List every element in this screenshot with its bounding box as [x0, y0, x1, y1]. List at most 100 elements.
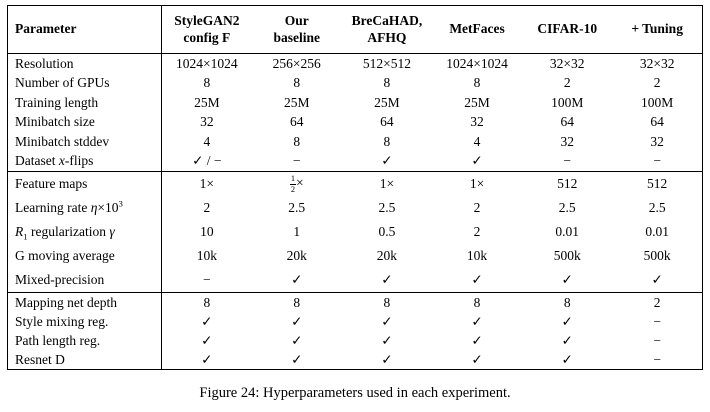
cell-value: ✓	[471, 351, 483, 367]
column-header: + Tuning	[612, 5, 703, 54]
cell-value: 2	[653, 75, 661, 91]
table-row: Feature maps 1× 1 2 × 1× 1× 512 512	[7, 171, 703, 196]
table-row: Resnet D ✓ ✓ ✓ ✓ ✓ −	[7, 350, 703, 370]
cell-value: ✓	[381, 313, 393, 329]
cell-value: ✓	[291, 313, 303, 329]
cell-value: 2	[473, 224, 481, 239]
cell-value: ✓	[381, 272, 393, 287]
cell-value: 10	[200, 224, 214, 239]
row-label: Minibatch stddev	[7, 132, 162, 152]
cell-value: 10k	[196, 248, 217, 263]
cell-value: ✓	[471, 332, 483, 348]
table-row: Learning rate η×103 2 2.5 2.5 2 2.5 2.5	[7, 196, 703, 220]
row-label: Resnet D	[7, 350, 162, 370]
cell-value: −	[653, 351, 661, 367]
cell-value: 256×256	[272, 55, 321, 71]
hyperparameters-table: Parameter StyleGAN2 config F Our baseline B…	[7, 5, 703, 370]
cell-value: ✓	[381, 153, 393, 169]
row-label: Training length	[7, 93, 162, 113]
row-label: R1 regularization γ	[7, 220, 162, 244]
cell-value: ✓	[201, 313, 213, 329]
table-row: Training length 25M 25M 25M 25M 100M 100M	[7, 93, 703, 113]
cell-value: 1024×1024	[176, 55, 238, 71]
cell-value: 64	[560, 114, 574, 130]
cell-value: 8	[383, 294, 391, 310]
row-label: Mapping net depth	[7, 292, 162, 312]
cell-value: 512×512	[362, 55, 411, 71]
row-label: Mixed-precision	[7, 268, 162, 293]
cell-value: ✓	[381, 351, 393, 367]
cell-value: ✓	[471, 272, 483, 287]
cell-value: 4	[203, 133, 211, 149]
cell-value: 500k	[553, 248, 581, 263]
row-label: Feature maps	[7, 171, 162, 196]
cell-value: −	[292, 153, 301, 169]
cell-value: 25M	[194, 94, 220, 110]
cell-value: 2.5	[378, 200, 396, 215]
cell-value: 20k	[286, 248, 307, 263]
table-header-row: Parameter StyleGAN2 config F Our baseline B…	[7, 5, 703, 54]
row-label: Resolution	[7, 53, 162, 74]
cell-value: −	[203, 272, 211, 287]
cell-value: 0.01	[555, 224, 580, 239]
row-label: Minibatch size	[7, 112, 162, 132]
cell-value: 64	[380, 114, 394, 130]
cell-value: ✓	[561, 313, 573, 329]
column-header: MetFaces	[431, 5, 523, 54]
cell-value: 1	[293, 224, 301, 239]
cell-value: 32×32	[639, 55, 675, 71]
table-row: Minibatch stddev 4 8 8 4 32 32	[7, 132, 703, 152]
row-label: Learning rate η×103	[7, 196, 162, 220]
cell-value: ✓	[381, 332, 393, 348]
cell-value: −	[653, 332, 661, 348]
cell-value: 100M	[641, 94, 674, 110]
cell-value: 8	[473, 294, 481, 310]
row-label: Dataset x-flips	[7, 151, 162, 172]
cell-value: 0.5	[378, 224, 396, 239]
cell-value: 25M	[374, 94, 400, 110]
cell-value: 64	[650, 114, 664, 130]
cell-value: 1×	[469, 176, 485, 191]
table-row: Resolution 1024×1024 256×256 512×512 1024×10…	[7, 53, 703, 74]
cell-value: 1×	[199, 176, 215, 191]
row-label: G moving average	[7, 244, 162, 268]
cell-value: 32	[650, 133, 664, 149]
cell-value: ✓	[201, 332, 213, 348]
cell-value: 8	[293, 133, 301, 149]
cell-value: 8	[563, 294, 571, 310]
cell-value: ✓	[651, 272, 663, 287]
cell-value: 8	[383, 75, 391, 91]
cell-value: ✓	[291, 351, 303, 367]
cell-value: 64	[289, 114, 304, 130]
cell-value: 8	[293, 75, 301, 91]
table-row: Dataset x-flips ✓ / − − ✓ ✓ − −	[7, 151, 703, 172]
column-header: StyleGAN2 config F	[161, 5, 252, 54]
cell-value: 100M	[551, 94, 584, 110]
cell-value: 0.01	[645, 224, 669, 239]
cell-value: 2	[203, 200, 211, 215]
cell-value: 1 2 ×	[289, 174, 304, 194]
cell-value: 20k	[376, 248, 398, 263]
cell-value: ✓	[291, 332, 303, 348]
cell-value: −	[563, 153, 572, 169]
cell-value: 32	[200, 114, 214, 130]
cell-value: 25M	[283, 94, 310, 110]
row-label: Style mixing reg.	[7, 312, 162, 331]
cell-value: ✓	[471, 313, 483, 329]
cell-value: 512	[557, 176, 578, 191]
cell-value: 32×32	[549, 55, 585, 71]
table-row: R1 regularization γ 10 1 0.5 2 0.01 0.01	[7, 220, 703, 244]
cell-value: 8	[473, 75, 481, 91]
cell-value: ✓	[561, 351, 573, 367]
table-section-2: Feature maps 1× 1 2 × 1× 1× 512 512 Learning rate…	[7, 171, 703, 293]
cell-value: 4	[473, 133, 481, 149]
table-row: G moving average 10k 20k 20k 10k 500k 500k	[7, 244, 703, 268]
table-header: Parameter StyleGAN2 config F Our baseline B…	[7, 5, 703, 54]
cell-value: ✓	[201, 351, 213, 367]
cell-value: 8	[203, 75, 211, 91]
cell-value: −	[653, 313, 661, 329]
cell-value: 2	[653, 294, 661, 310]
cell-value: 2.5	[558, 200, 576, 215]
table-row: Path length reg. ✓ ✓ ✓ ✓ ✓ −	[7, 331, 703, 350]
column-header: Our baseline	[251, 5, 342, 54]
